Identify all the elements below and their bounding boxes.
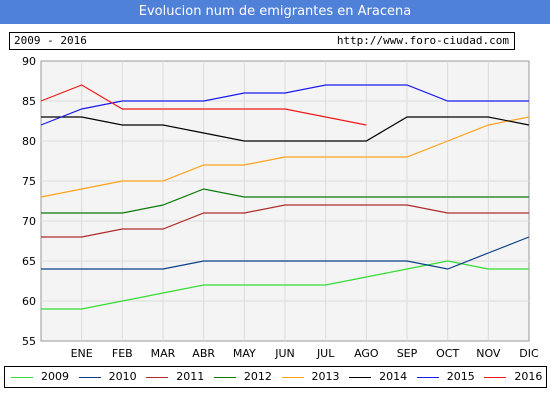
- x-tick-label: JUL: [316, 347, 335, 360]
- y-tick-label: 65: [22, 255, 36, 268]
- legend-label: 2010: [108, 370, 137, 383]
- legend-swatch: [146, 377, 169, 378]
- legend-item-2014: 2014: [349, 369, 411, 385]
- y-tick-label: 90: [22, 55, 36, 68]
- series-line-2014: [41, 116, 530, 142]
- series-line-2011: [41, 204, 529, 238]
- series-line-2012: [41, 188, 529, 214]
- x-tick-label: DIC: [519, 347, 539, 360]
- source-url[interactable]: http://www.foro-ciudad.com: [336, 34, 509, 47]
- legend-item-2011: 2011: [146, 369, 208, 385]
- chart-title: Evolucion num de emigrantes en Aracena: [0, 0, 550, 24]
- x-tick-label: MAY: [233, 347, 256, 360]
- x-tick-label: NOV: [476, 347, 501, 360]
- legend-swatch: [213, 377, 236, 378]
- grid: [41, 61, 529, 341]
- x-tick-label: FEB: [112, 347, 133, 360]
- y-tick-label: 85: [22, 95, 36, 108]
- series-line-2013: [40, 116, 530, 198]
- x-tick-label: MAR: [151, 347, 176, 360]
- y-tick-label: 55: [22, 335, 36, 348]
- x-tick-label: ABR: [192, 347, 215, 360]
- legend-item-2013: 2013: [281, 369, 344, 385]
- x-axis: ENE FEB MAR ABR MAY JUN JUL AGO SEP OCT NOV DIC: [71, 347, 539, 360]
- legend-swatch: [78, 377, 101, 378]
- legend-swatch: [416, 377, 439, 378]
- x-tick-label: OCT: [436, 347, 459, 360]
- period-label: 2009 - 2016: [14, 34, 87, 47]
- series-line-2009: [41, 260, 529, 310]
- y-tick-label: 70: [22, 215, 36, 228]
- legend-label: 2012: [243, 370, 272, 383]
- legend: 2009 2010 2011 2012 2013 2014 2015 2016: [4, 366, 547, 388]
- series-lines: [40, 84, 530, 310]
- legend-item-2009: 2009: [11, 369, 73, 385]
- legend-label: 2014: [379, 370, 408, 383]
- legend-label: 2013: [311, 370, 340, 383]
- legend-item-2015: 2015: [416, 369, 479, 385]
- legend-item-2016: 2016: [484, 369, 546, 385]
- legend-item-2010: 2010: [78, 369, 141, 385]
- x-tick-label: AGO: [354, 347, 379, 360]
- series-line-2015: [40, 84, 529, 126]
- legend-swatch: [484, 377, 507, 378]
- x-tick-label: JUN: [274, 347, 295, 360]
- legend-label: 2016: [514, 370, 543, 383]
- legend-label: 2011: [176, 370, 205, 383]
- legend-swatch: [349, 377, 372, 378]
- info-bar: 2009 - 2016 http://www.foro-ciudad.com: [9, 32, 515, 50]
- series-line-2010: [41, 236, 530, 270]
- legend-item-2012: 2012: [213, 369, 276, 385]
- legend-label: 2015: [446, 370, 475, 383]
- legend-label: 2009: [41, 370, 69, 383]
- y-tick-label: 80: [22, 135, 36, 148]
- y-tick-label: 60: [22, 295, 36, 308]
- x-tick-label: ENE: [71, 347, 93, 360]
- y-tick-label: 75: [22, 175, 36, 188]
- legend-swatch: [281, 377, 304, 378]
- x-tick-label: SEP: [397, 347, 418, 360]
- y-axis: 55 60 65 70 75 80 85 90: [22, 55, 36, 348]
- legend-swatch: [11, 377, 33, 378]
- series-line-2016: [40, 84, 367, 126]
